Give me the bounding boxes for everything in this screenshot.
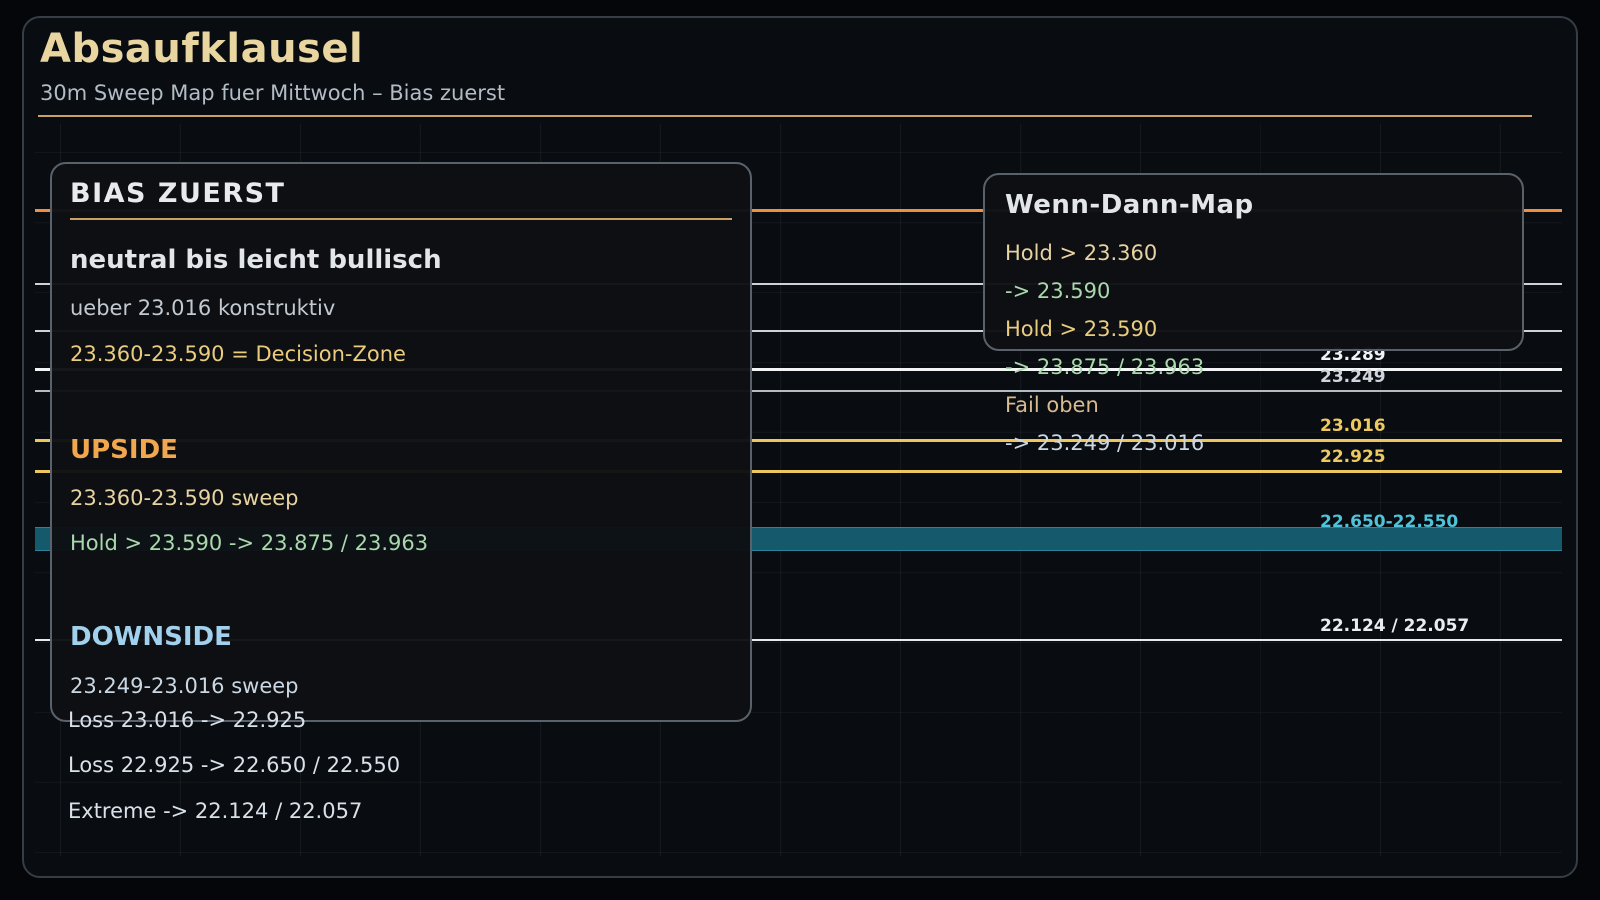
page-subtitle: 30m Sweep Map fuer Mittwoch – Bias zuers… [40,81,506,105]
downside-sweep-line: 23.249-23.016 sweep [70,674,299,698]
downside-loss2-line: Loss 22.925 -> 22.650 / 22.550 [68,753,401,777]
map-row: Hold > 23.360 [1005,241,1158,265]
downside-loss1-line: Loss 23.016 -> 22.925 [68,708,307,732]
upside-sweep-line: 23.360-23.590 sweep [70,486,299,510]
page-title: Absaufklausel [40,26,364,72]
bias-heading-divider [70,218,732,220]
map-row: -> 23.875 / 23.963 [1005,355,1205,379]
map-row: Fail oben [1005,393,1099,417]
downside-extreme-line: Extreme -> 22.124 / 22.057 [68,799,363,823]
bias-heading: BIAS ZUERST [70,178,286,209]
upside-hold-line: Hold > 23.590 -> 23.875 / 23.963 [70,531,429,555]
wenn-dann-map-panel: Wenn-Dann-Map Hold > 23.360 -> 23.590 Ho… [983,173,1524,455]
bias-konstruktiv-line: ueber 23.016 konstruktiv [70,296,336,320]
upside-heading: UPSIDE [70,435,178,465]
map-heading: Wenn-Dann-Map [1005,190,1254,220]
map-row: Hold > 23.590 [1005,317,1158,341]
downside-heading: DOWNSIDE [70,622,232,652]
map-row: -> 23.590 [1005,279,1111,303]
title-divider [38,115,1532,117]
map-row: -> 23.249 / 23.016 [1005,431,1205,455]
bias-stance: neutral bis leicht bullisch [70,245,442,275]
bias-decision-zone-line: 23.360-23.590 = Decision-Zone [70,342,406,366]
bias-panel: BIAS ZUERST neutral bis leicht bullisch … [50,162,752,722]
